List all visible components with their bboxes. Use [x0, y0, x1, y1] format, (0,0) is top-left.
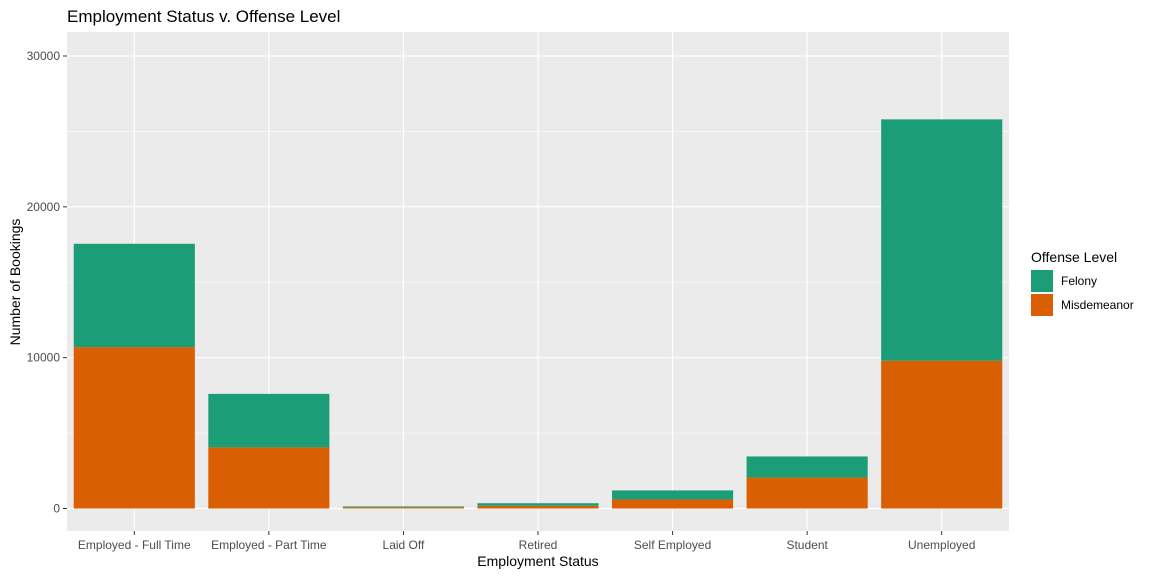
- y-tick-label: 30000: [27, 49, 61, 63]
- bar-felony-retired: [477, 503, 599, 506]
- x-axis-title: Employment Status: [477, 553, 598, 569]
- legend-key-felony: [1031, 270, 1053, 292]
- chart-title: Employment Status v. Offense Level: [67, 7, 340, 26]
- y-tick-label: 20000: [27, 200, 61, 214]
- legend-label-misdemeanor: Misdemeanor: [1061, 298, 1134, 312]
- x-tick-label: Student: [786, 538, 828, 552]
- x-axis: Employed - Full Time Employed - Part Time…: [78, 531, 975, 552]
- x-tick-label: Self Employed: [634, 538, 711, 552]
- bars: [73, 119, 1003, 509]
- bar-misdemeanor-self-employed: [612, 499, 734, 509]
- x-tick-label: Unemployed: [908, 538, 975, 552]
- legend-title: Offense Level: [1031, 249, 1117, 265]
- bar-misdemeanor-student: [746, 477, 868, 509]
- x-tick-label: Employed - Part Time: [211, 538, 327, 552]
- y-axis-title: Number of Bookings: [7, 219, 23, 346]
- bar-felony-student: [746, 456, 868, 478]
- bar-misdemeanor-unemployed: [881, 360, 1003, 509]
- x-tick-label: Laid Off: [383, 538, 425, 552]
- bar-misdemeanor-laid-off: [342, 507, 464, 509]
- legend-label-felony: Felony: [1061, 274, 1097, 288]
- y-tick-label: 0: [53, 502, 60, 516]
- bar-misdemeanor-retired: [477, 505, 599, 509]
- bar-felony-employed-part-time: [208, 393, 330, 448]
- bar-felony-self-employed: [612, 490, 734, 500]
- y-tick-label: 10000: [27, 351, 61, 365]
- bar-felony-unemployed: [881, 119, 1003, 361]
- bar-felony-employed-full-time: [73, 243, 195, 348]
- legend-key-misdemeanor: [1031, 294, 1053, 316]
- y-axis: 0 10000 20000 30000: [27, 49, 67, 516]
- x-tick-label: Retired: [519, 538, 558, 552]
- x-tick-label: Employed - Full Time: [78, 538, 191, 552]
- bar-felony-laid-off: [342, 506, 464, 508]
- bar-misdemeanor-employed-full-time: [73, 347, 195, 509]
- legend: Offense Level Felony Misdemeanor: [1031, 249, 1134, 316]
- bar-misdemeanor-employed-part-time: [208, 447, 330, 509]
